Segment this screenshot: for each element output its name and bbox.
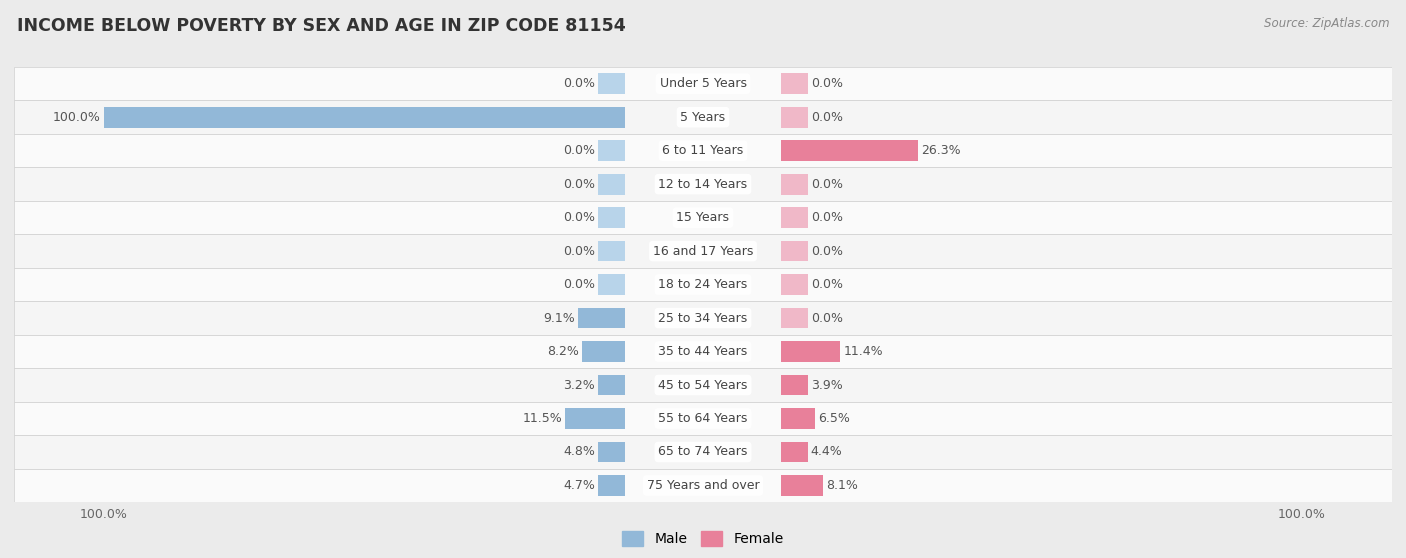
Bar — [14, 268, 1392, 301]
Text: 11.5%: 11.5% — [523, 412, 562, 425]
Bar — [598, 73, 626, 94]
Bar — [780, 374, 808, 396]
Text: 12 to 14 Years: 12 to 14 Years — [658, 177, 748, 191]
Bar — [104, 107, 626, 128]
Legend: Male, Female: Male, Female — [617, 526, 789, 552]
Text: 0.0%: 0.0% — [811, 244, 842, 258]
Bar — [598, 374, 626, 396]
Bar — [14, 167, 1392, 201]
Bar — [578, 307, 626, 329]
Text: 0.0%: 0.0% — [564, 77, 595, 90]
Bar — [780, 408, 814, 429]
Text: 16 and 17 Years: 16 and 17 Years — [652, 244, 754, 258]
Text: 0.0%: 0.0% — [811, 177, 842, 191]
Bar — [780, 341, 841, 362]
Text: 0.0%: 0.0% — [811, 110, 842, 124]
Text: 55 to 64 Years: 55 to 64 Years — [658, 412, 748, 425]
Text: 100.0%: 100.0% — [53, 110, 101, 124]
Text: 45 to 54 Years: 45 to 54 Years — [658, 378, 748, 392]
Text: 11.4%: 11.4% — [844, 345, 883, 358]
Bar — [598, 140, 626, 161]
Text: 26.3%: 26.3% — [921, 144, 960, 157]
Text: 0.0%: 0.0% — [564, 244, 595, 258]
Bar — [598, 274, 626, 295]
Bar — [780, 240, 808, 262]
Bar — [14, 335, 1392, 368]
Bar — [14, 301, 1392, 335]
Text: 9.1%: 9.1% — [543, 311, 575, 325]
Bar — [780, 174, 808, 195]
Text: 4.7%: 4.7% — [564, 479, 595, 492]
Text: 8.1%: 8.1% — [827, 479, 858, 492]
Bar — [582, 341, 626, 362]
Text: 6 to 11 Years: 6 to 11 Years — [662, 144, 744, 157]
Text: 4.8%: 4.8% — [564, 445, 595, 459]
Text: 3.2%: 3.2% — [564, 378, 595, 392]
Text: Under 5 Years: Under 5 Years — [659, 77, 747, 90]
Bar — [598, 207, 626, 228]
Bar — [780, 207, 808, 228]
Bar — [14, 368, 1392, 402]
Text: 0.0%: 0.0% — [564, 211, 595, 224]
Text: 15 Years: 15 Years — [676, 211, 730, 224]
Text: 3.9%: 3.9% — [811, 378, 842, 392]
Text: 75 Years and over: 75 Years and over — [647, 479, 759, 492]
Bar — [780, 274, 808, 295]
Bar — [598, 441, 626, 463]
Bar — [14, 402, 1392, 435]
Text: 0.0%: 0.0% — [811, 211, 842, 224]
Bar — [14, 67, 1392, 100]
Bar — [14, 234, 1392, 268]
Bar — [14, 435, 1392, 469]
Bar — [14, 100, 1392, 134]
Text: 5 Years: 5 Years — [681, 110, 725, 124]
Text: 18 to 24 Years: 18 to 24 Years — [658, 278, 748, 291]
Text: 0.0%: 0.0% — [811, 311, 842, 325]
Bar — [780, 73, 808, 94]
Bar — [780, 107, 808, 128]
Text: 4.4%: 4.4% — [811, 445, 842, 459]
Text: 65 to 74 Years: 65 to 74 Years — [658, 445, 748, 459]
Bar — [565, 408, 626, 429]
Text: INCOME BELOW POVERTY BY SEX AND AGE IN ZIP CODE 81154: INCOME BELOW POVERTY BY SEX AND AGE IN Z… — [17, 17, 626, 35]
Text: 6.5%: 6.5% — [818, 412, 849, 425]
Bar — [598, 475, 626, 496]
Bar — [598, 240, 626, 262]
Bar — [780, 441, 808, 463]
Bar — [598, 174, 626, 195]
Bar — [780, 307, 808, 329]
Bar — [14, 201, 1392, 234]
Text: 8.2%: 8.2% — [547, 345, 579, 358]
Text: 0.0%: 0.0% — [564, 278, 595, 291]
Bar — [780, 140, 918, 161]
Text: 0.0%: 0.0% — [564, 144, 595, 157]
Bar — [14, 469, 1392, 502]
Text: Source: ZipAtlas.com: Source: ZipAtlas.com — [1264, 17, 1389, 30]
Text: 0.0%: 0.0% — [811, 77, 842, 90]
Bar — [14, 134, 1392, 167]
Bar — [780, 475, 823, 496]
Text: 0.0%: 0.0% — [811, 278, 842, 291]
Text: 0.0%: 0.0% — [564, 177, 595, 191]
Text: 35 to 44 Years: 35 to 44 Years — [658, 345, 748, 358]
Text: 25 to 34 Years: 25 to 34 Years — [658, 311, 748, 325]
